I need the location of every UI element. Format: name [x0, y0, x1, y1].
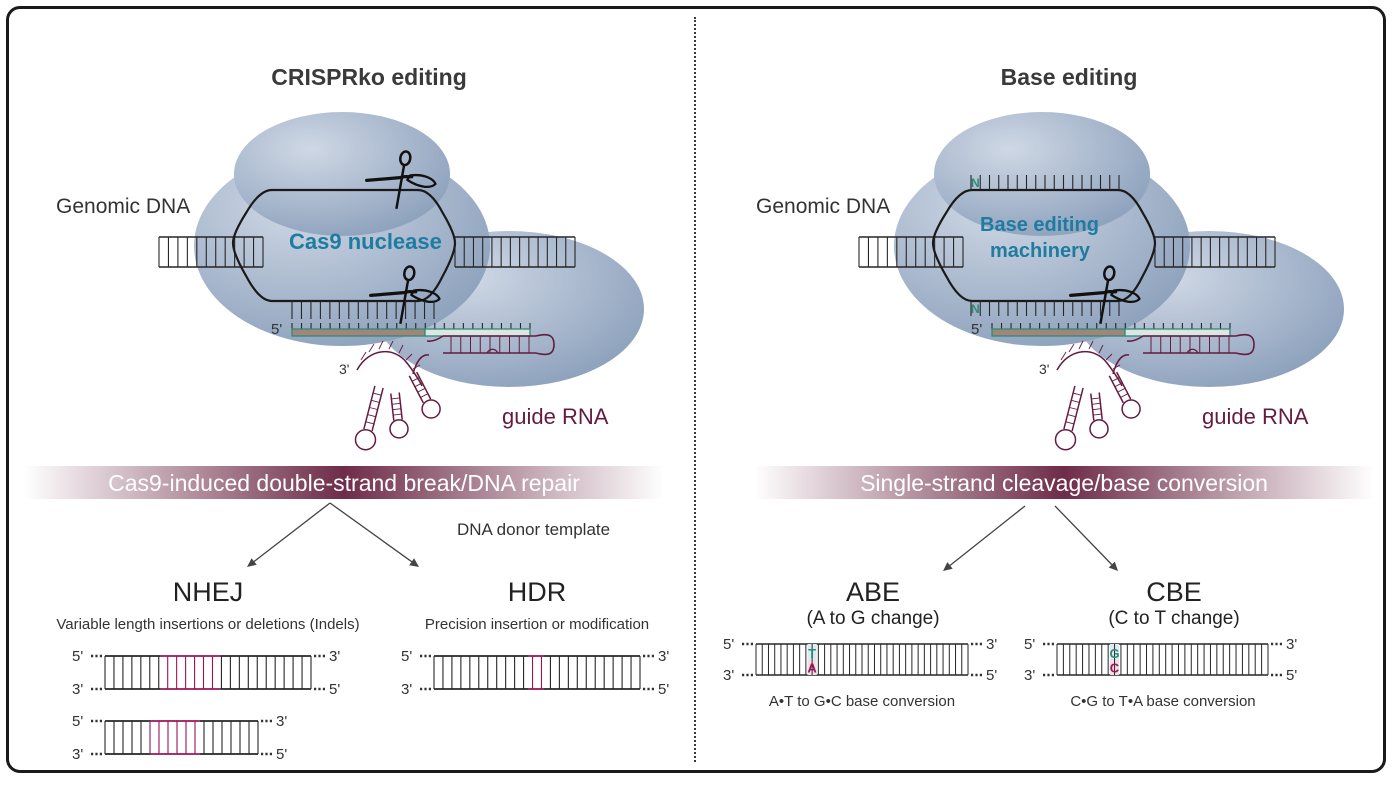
svg-text:A: A — [807, 661, 817, 676]
svg-text:3': 3' — [1024, 667, 1035, 684]
svg-text:A•T to G•C base conversion: A•T to G•C base conversion — [769, 693, 955, 710]
svg-text:ABE: ABE — [846, 577, 900, 607]
svg-text:Variable length insertions or: Variable length insertions or deletions … — [56, 616, 359, 633]
svg-text:3': 3' — [1286, 636, 1297, 653]
svg-text:5': 5' — [329, 681, 340, 698]
svg-text:3': 3' — [276, 713, 287, 730]
svg-text:Base editing: Base editing — [980, 214, 1099, 236]
svg-text:3': 3' — [329, 648, 340, 665]
svg-text:3': 3' — [658, 648, 669, 665]
svg-text:Cas9-induced double-strand bre: Cas9-induced double-strand break/DNA rep… — [108, 470, 580, 496]
svg-text:3': 3' — [72, 681, 83, 698]
svg-text:5': 5' — [971, 321, 982, 338]
svg-text:3': 3' — [723, 667, 734, 684]
svg-text:machinery: machinery — [990, 240, 1091, 262]
svg-text:(A to G change): (A to G change) — [806, 608, 939, 629]
svg-text:3': 3' — [339, 361, 349, 377]
svg-text:HDR: HDR — [508, 577, 567, 607]
svg-text:T: T — [808, 646, 816, 661]
svg-text:guide RNA: guide RNA — [1202, 404, 1309, 429]
svg-text:Cas9 nuclease: Cas9 nuclease — [289, 229, 442, 254]
svg-text:3': 3' — [1039, 361, 1049, 377]
svg-text:5': 5' — [401, 648, 412, 665]
svg-text:CBE: CBE — [1146, 577, 1202, 607]
svg-text:5': 5' — [658, 681, 669, 698]
svg-text:NHEJ: NHEJ — [173, 577, 244, 607]
svg-text:Single-strand cleavage/base co: Single-strand cleavage/base conversion — [860, 470, 1268, 496]
svg-text:5': 5' — [1024, 636, 1035, 653]
svg-text:(C to T change): (C to T change) — [1108, 608, 1239, 629]
svg-text:3': 3' — [986, 636, 997, 653]
svg-text:5': 5' — [986, 667, 997, 684]
svg-text:N: N — [971, 302, 980, 316]
svg-text:3': 3' — [401, 681, 412, 698]
svg-text:G: G — [1109, 646, 1119, 661]
svg-text:5': 5' — [276, 746, 287, 763]
svg-text:Genomic DNA: Genomic DNA — [56, 195, 190, 218]
svg-text:DNA donor template: DNA donor template — [457, 520, 610, 539]
svg-text:5': 5' — [72, 713, 83, 730]
svg-text:5': 5' — [72, 648, 83, 665]
svg-text:Precision insertion or modific: Precision insertion or modification — [425, 616, 649, 633]
svg-text:N: N — [971, 176, 980, 190]
svg-text:5': 5' — [1286, 667, 1297, 684]
svg-text:guide RNA: guide RNA — [502, 404, 609, 429]
svg-text:3': 3' — [72, 746, 83, 763]
svg-text:5': 5' — [723, 636, 734, 653]
svg-text:C•G to T•A base conversion: C•G to T•A base conversion — [1070, 693, 1255, 710]
svg-text:Genomic DNA: Genomic DNA — [756, 195, 890, 218]
svg-text:5': 5' — [271, 321, 282, 338]
svg-text:C: C — [1110, 661, 1120, 676]
